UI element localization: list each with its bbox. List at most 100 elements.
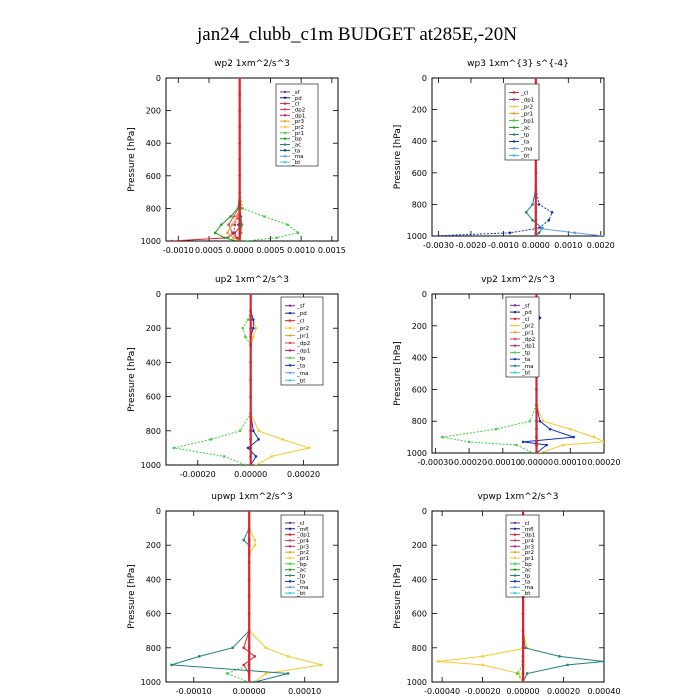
- data-point: [515, 672, 519, 675]
- panel-title: wp3 1xm^{3} s^{-4}: [467, 59, 569, 69]
- plot-frame: [165, 510, 339, 683]
- data-point: [170, 663, 173, 667]
- panel-title: upwp 1xm^2/s^3: [211, 492, 292, 502]
- data-point: [264, 672, 268, 675]
- data-point: [172, 446, 176, 450]
- legend-entry: _dp1: [520, 98, 534, 104]
- panel-title: up2 1xm^2/s^3: [215, 275, 289, 285]
- series-line-bp: [225, 511, 250, 682]
- data-point: [550, 211, 554, 214]
- data-point: [232, 231, 235, 235]
- legend-entry: _pr3: [291, 119, 305, 125]
- legend-marker: [512, 140, 516, 143]
- legend-marker: [288, 371, 292, 375]
- legend-entry: _pr3: [296, 544, 310, 550]
- legend-marker: [513, 310, 517, 314]
- data-point: [320, 663, 323, 667]
- data-point: [246, 446, 250, 450]
- data-point: [236, 207, 240, 210]
- legend-marker: [513, 574, 517, 577]
- x-tick-label: -0.00010: [485, 458, 521, 467]
- legend-marker: [288, 568, 292, 571]
- legend-marker: [283, 125, 287, 129]
- legend-entry: _bp: [296, 562, 307, 568]
- legend-marker: [288, 356, 292, 360]
- y-tick-label: 400: [412, 575, 427, 584]
- data-point: [275, 236, 278, 240]
- data-point: [572, 435, 575, 439]
- data-point: [226, 231, 229, 235]
- data-point: [548, 427, 552, 431]
- legend-marker: [512, 147, 516, 150]
- legend-entry: _pr1: [291, 131, 304, 137]
- y-tick-label: 400: [412, 137, 427, 146]
- legend-marker: [288, 562, 292, 566]
- legend-marker: [288, 574, 292, 577]
- legend-entry: _ta: [291, 148, 300, 154]
- legend-entry: _ta: [296, 579, 305, 585]
- data-point: [547, 218, 551, 222]
- y-tick-label: 0: [156, 74, 161, 83]
- y-tick-label: 800: [412, 200, 427, 209]
- legend-marker: [288, 364, 292, 367]
- plot-frame: [165, 77, 339, 242]
- legend-entry: _mfl: [296, 527, 309, 533]
- x-tick-label: -0.00030: [417, 458, 453, 467]
- legend-entry: _tp: [520, 133, 530, 139]
- legend-marker: [512, 154, 516, 157]
- y-tick-label: 400: [412, 354, 427, 363]
- y-axis-label: Pressure [hPa]: [127, 127, 137, 192]
- x-tick-label: -0.0030: [423, 241, 454, 250]
- legend-entry: _ta: [296, 363, 305, 369]
- chart-panel-2: wp3 1xm^{3} s^{-4} Pressure [hPa] 0 200 400 6…: [393, 59, 615, 250]
- y-axis-label: Pressure [hPa]: [127, 347, 137, 412]
- legend-marker: [512, 119, 516, 122]
- y-tick-label: 1000: [407, 232, 427, 241]
- legend-marker: [513, 357, 517, 361]
- legend-entry: _ta: [520, 140, 529, 146]
- data-point: [531, 218, 534, 222]
- x-tick-label: 0.0005: [195, 246, 223, 255]
- legend-entry: _pr4: [521, 538, 535, 544]
- legend-marker: [513, 539, 517, 542]
- plot-frame: [431, 77, 605, 237]
- legend-entry: _tp: [521, 350, 531, 356]
- legend-entry: _cl: [296, 521, 305, 527]
- data-point: [525, 672, 529, 675]
- data-point: [257, 429, 260, 433]
- data-point: [286, 655, 290, 658]
- legend-marker: [512, 112, 516, 115]
- legend-marker: [288, 341, 292, 345]
- legend: _sf_pd_cl_pr2_pr1_dp2_dp1_tp_ta_ma_bt: [505, 296, 540, 378]
- y-tick-label: 0: [422, 507, 427, 516]
- data-point: [213, 231, 217, 235]
- legend-marker: [513, 533, 517, 536]
- legend-marker: [513, 304, 517, 307]
- legend: _sf_pd_cl_dp2_dp1_pr3_pr2_pr1_bp_ac_ta_m…: [275, 83, 319, 167]
- legend-marker: [513, 562, 517, 566]
- x-tick-label: 0.0000: [522, 241, 550, 250]
- legend-entry: _ma: [296, 585, 308, 591]
- legend-entry: _pr2: [296, 326, 309, 332]
- data-point: [602, 660, 604, 663]
- legend-entry: _dp1: [296, 348, 310, 354]
- legend-entry: _ac: [521, 568, 531, 574]
- legend-marker: [283, 114, 287, 117]
- legend-marker: [513, 586, 517, 589]
- y-tick-label: 600: [412, 610, 427, 619]
- legend-marker: [283, 143, 287, 146]
- legend-marker: [283, 155, 287, 158]
- legend-entry: _bt: [291, 160, 301, 166]
- data-point: [254, 326, 258, 330]
- x-tick-label: 0.00000: [234, 470, 267, 479]
- panels: wp2 1xm^2/s^3 Pressure [hPa] 0 200 400 600 800…: [127, 59, 621, 696]
- legend-entry: _sf: [296, 304, 306, 310]
- data-point: [222, 455, 226, 458]
- data-point: [562, 443, 565, 447]
- legend-marker: [512, 91, 516, 94]
- legend-entry: _pr1: [296, 556, 309, 562]
- legend-entry: _pr2: [521, 324, 534, 330]
- legend-marker: [283, 119, 287, 123]
- data-point: [253, 543, 257, 547]
- series-line-tp: [171, 511, 289, 682]
